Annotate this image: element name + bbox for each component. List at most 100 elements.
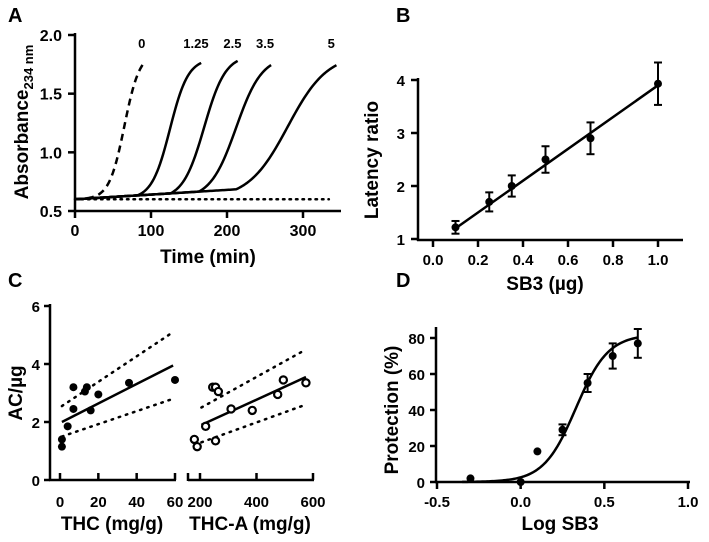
d-x-tick-label: 1.0 — [678, 494, 699, 511]
c2-data-point — [200, 421, 211, 432]
c2-x-axis-label: THC-A (mg/g) — [189, 514, 311, 535]
a-x-tick-label: 200 — [214, 223, 241, 240]
c1-data-point — [82, 383, 91, 392]
b-fit-line — [454, 84, 659, 230]
a-series-label: 0 — [138, 36, 145, 51]
b-data-point — [541, 155, 550, 164]
c1-data-point — [94, 390, 103, 399]
c1-x-tick-label: 20 — [90, 494, 107, 511]
b-y-tick-label: 4 — [397, 73, 406, 90]
c2-data-point — [192, 441, 202, 452]
d-y-tick-label: 80 — [408, 331, 425, 348]
b-x-tick-label: 0.6 — [558, 252, 579, 269]
d-data-point — [516, 478, 525, 486]
c-y-tick-label: 2 — [32, 415, 40, 432]
c1-data-point — [86, 406, 95, 415]
a-series-label: 3.5 — [256, 36, 274, 51]
c1-x-tick-label: 0 — [56, 494, 64, 511]
panel-label-B: B — [396, 5, 410, 27]
b-y-axis-label: Latency ratio — [362, 101, 383, 219]
d-data-point — [558, 425, 567, 434]
b-y-tick-label: 3 — [397, 126, 405, 143]
c2-data-point — [210, 436, 221, 446]
a-series-label: 1.25 — [183, 36, 208, 51]
d-y-tick-label: 40 — [408, 403, 425, 420]
d-data-point — [466, 474, 475, 483]
b-x-tick-label: 0.8 — [603, 252, 624, 269]
d-y-tick-label: 60 — [408, 367, 425, 384]
c1-data-point — [171, 375, 179, 384]
a-series-label: 5 — [328, 36, 335, 51]
d-fit-curve — [462, 336, 639, 484]
a-x-tick-label: 300 — [290, 223, 317, 240]
d-x-tick-label: 0.0 — [510, 494, 531, 511]
c1-x-axis-label: THC (mg/g) — [61, 514, 163, 535]
a-x-tick-label: 100 — [138, 223, 165, 240]
panel-label-D: D — [396, 270, 410, 292]
a-series-line-5 — [74, 64, 338, 201]
c1-data-point — [63, 422, 72, 431]
a-y-tick-label: 1.5 — [40, 87, 62, 104]
b-x-axis-label: SB3 (µg) — [506, 274, 583, 295]
c1-data-point — [57, 442, 66, 451]
c2-fit-line — [200, 375, 307, 427]
c2-ci-lower-line — [200, 403, 308, 444]
d-y-axis-label: Protection (%) — [382, 346, 403, 475]
c1-data-point — [69, 383, 78, 392]
c1-data-point — [57, 435, 66, 444]
c1-x-tick-label: 60 — [167, 494, 184, 511]
b-y-tick-label: 1 — [397, 232, 405, 249]
c2-x-tick-label: 200 — [187, 494, 212, 511]
a-series-label: 2.5 — [223, 36, 241, 51]
b-x-tick-label: 0.2 — [468, 252, 489, 269]
c1-data-point — [69, 404, 78, 413]
c1-ci-lower-line — [60, 397, 175, 438]
d-data-point — [633, 339, 642, 348]
panel-label-A: A — [8, 5, 22, 27]
b-data-point — [654, 79, 662, 88]
c2-data-point — [278, 375, 289, 385]
c2-data-point — [272, 389, 283, 400]
c2-data-point — [301, 378, 311, 388]
d-x-tick-label: -0.5 — [424, 494, 450, 511]
d-y-tick-label: 20 — [408, 439, 425, 456]
a-y-axis-label: Absorbance234 nm — [12, 45, 36, 200]
c2-data-point — [226, 404, 236, 414]
c2-data-point — [189, 434, 200, 445]
a-y-axis-label-sub: 234 nm — [21, 45, 36, 90]
a-y-tick-label: 1.0 — [40, 145, 62, 162]
c-y-axis-label: AC/µg — [6, 365, 27, 420]
b-y-tick-label: 2 — [397, 179, 405, 196]
c2-x-tick-label: 400 — [244, 494, 269, 511]
a-x-axis-label: Time (min) — [160, 247, 256, 268]
c2-data-point — [247, 405, 257, 416]
b-data-point — [485, 197, 494, 206]
c1-x-tick-label: 40 — [128, 494, 145, 511]
c2-x-tick-label: 600 — [300, 494, 325, 511]
b-data-point — [586, 134, 595, 143]
d-x-axis-label: Log SB3 — [521, 514, 598, 535]
b-data-point — [507, 182, 516, 190]
d-data-point — [533, 447, 542, 456]
c1-ci-upper-line — [60, 330, 175, 408]
a-y-tick-label: 0.5 — [40, 204, 62, 221]
d-y-tick-label: 0 — [417, 475, 425, 492]
c-y-tick-label: 0 — [32, 473, 40, 490]
b-x-tick-label: 0.0 — [423, 252, 444, 269]
a-x-tick-label: 0 — [71, 223, 80, 240]
d-x-tick-label: 0.5 — [594, 494, 615, 511]
a-series-line-1.25 — [74, 61, 202, 201]
c1-fit-line — [61, 364, 174, 424]
d-data-point — [583, 379, 592, 387]
a-y-axis-label-main: Absorbance — [12, 90, 33, 200]
c-y-tick-label: 4 — [32, 357, 41, 374]
c2-ci-upper-line — [200, 348, 308, 409]
c1-data-point — [125, 378, 133, 387]
a-y-tick-label: 2.0 — [40, 28, 62, 45]
c2-data-point — [213, 386, 224, 397]
b-x-tick-label: 1.0 — [648, 252, 669, 269]
d-data-point — [608, 352, 617, 360]
a-series-line-3.5 — [74, 64, 272, 201]
